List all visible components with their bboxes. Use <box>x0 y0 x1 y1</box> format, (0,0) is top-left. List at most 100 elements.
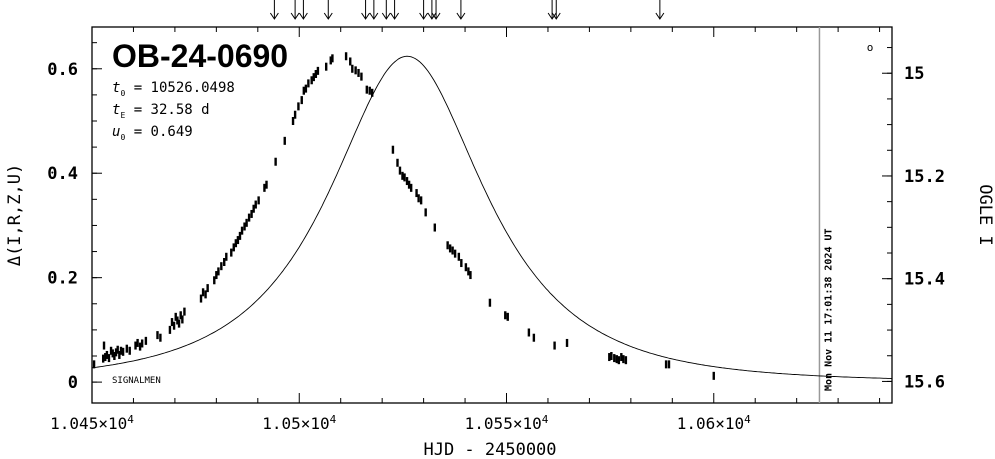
data-point <box>254 200 257 209</box>
data-point <box>624 356 628 365</box>
data-point <box>176 316 179 325</box>
data-point <box>220 262 223 271</box>
data-point <box>183 307 186 316</box>
data-point <box>610 352 613 360</box>
data-point <box>247 213 251 222</box>
data-point <box>104 353 107 362</box>
data-point <box>460 259 463 268</box>
data-point <box>304 84 308 93</box>
data-point <box>433 223 436 232</box>
data-point <box>252 204 255 213</box>
data-point <box>119 346 123 355</box>
observation-arrow <box>323 0 333 20</box>
data-point <box>664 360 668 369</box>
data-point <box>243 222 246 231</box>
y-left-tick-label: 0.2 <box>47 269 78 289</box>
x-tick-label: 1.05×104 <box>262 413 336 433</box>
arrow-head <box>419 12 429 20</box>
observation-arrows <box>269 0 665 20</box>
data-point <box>201 288 205 297</box>
y-axis-label-left: Δ(I,R,Z,U) <box>5 164 25 266</box>
arrow-head <box>431 12 441 20</box>
data-point <box>159 333 162 342</box>
data-point <box>101 354 105 363</box>
data-point <box>365 85 369 94</box>
data-point <box>360 72 363 81</box>
data-point <box>225 252 228 261</box>
data-point <box>344 52 348 61</box>
data-point <box>419 196 423 205</box>
data-point <box>240 226 244 235</box>
data-point <box>469 271 472 280</box>
data-point <box>617 356 621 365</box>
model-parameter: tE = 32.58 d <box>112 102 210 120</box>
data-point <box>199 294 203 303</box>
data-point <box>415 189 418 198</box>
observation-arrow <box>427 0 437 20</box>
data-point <box>105 350 109 359</box>
observation-arrow <box>431 0 441 20</box>
model-parameter: t0 = 10526.0498 <box>112 80 235 98</box>
observation-arrow <box>551 0 561 20</box>
data-point <box>102 341 106 350</box>
data-point <box>118 350 121 359</box>
now-timestamp-label: Mon Nov 11 17:01:38 2024 UT <box>823 228 834 391</box>
x-axis-label: HJD - 2450000 <box>423 440 556 459</box>
observation-arrow <box>269 0 279 20</box>
y-right-tick-label: 15 <box>904 64 924 84</box>
data-point <box>156 331 159 340</box>
data-point <box>144 336 148 345</box>
data-point <box>302 86 306 95</box>
data-point <box>138 342 142 351</box>
data-point <box>391 145 395 154</box>
data-point <box>396 158 399 167</box>
data-point <box>172 321 176 330</box>
data-point <box>136 338 139 347</box>
data-point <box>314 70 318 78</box>
data-point <box>409 183 413 192</box>
marker-symbol: o <box>867 41 874 54</box>
data-point <box>310 76 313 85</box>
data-point <box>467 267 470 276</box>
observation-arrow <box>456 0 466 20</box>
arrow-head <box>361 12 370 20</box>
data-point <box>181 315 184 324</box>
data-point <box>113 352 116 360</box>
data-point <box>608 353 611 362</box>
axes: 1.045×104 1.05×104 1.055×104 1.06×104 0 0.2 0.… <box>47 27 945 433</box>
model-curve-path <box>91 55 893 379</box>
data-point <box>357 68 360 77</box>
data-point <box>424 208 427 217</box>
data-point <box>316 66 320 75</box>
observation-arrow <box>361 0 370 20</box>
data-point <box>405 177 409 186</box>
data-point <box>168 325 172 334</box>
y-right-tick-label: 15.4 <box>904 270 945 290</box>
data-point <box>349 57 352 66</box>
data-point <box>368 86 371 95</box>
plot-area <box>91 26 893 404</box>
x-tick-label: 1.06×104 <box>677 413 751 433</box>
arrow-head <box>269 12 279 20</box>
plot-frame <box>91 26 893 404</box>
arrow-head <box>323 12 333 20</box>
arrow-head <box>298 12 308 20</box>
data-point <box>236 236 240 245</box>
data-point <box>92 360 96 369</box>
data-point <box>448 244 452 253</box>
data-point <box>238 231 242 240</box>
data-point <box>128 346 131 355</box>
data-point <box>223 258 226 266</box>
data-point <box>263 183 266 192</box>
data-point <box>179 311 182 320</box>
data-point <box>532 333 536 342</box>
signalmen-label: SIGNALMEN <box>112 376 161 386</box>
observation-arrow <box>419 0 429 20</box>
data-point <box>274 157 277 166</box>
data-point <box>324 62 328 71</box>
data-point <box>464 263 468 272</box>
arrow-head <box>551 12 561 20</box>
y-axis-label-right: OGLE I <box>975 184 995 245</box>
y-left-tick-label: 0 <box>68 373 78 393</box>
